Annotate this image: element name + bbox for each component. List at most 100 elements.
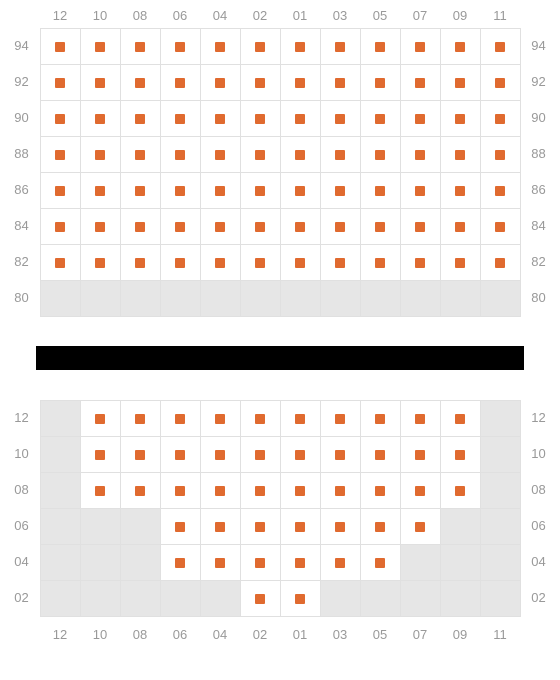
seat-cell[interactable] [200, 136, 240, 172]
seat-cell[interactable] [160, 208, 200, 244]
seat-cell[interactable] [160, 100, 200, 136]
seat-cell[interactable] [320, 472, 360, 508]
seat-cell[interactable] [440, 28, 480, 64]
seat-cell[interactable] [200, 244, 240, 280]
seat-cell[interactable] [360, 64, 400, 100]
seat-cell[interactable] [80, 208, 120, 244]
seat-cell[interactable] [200, 544, 240, 580]
seat-cell[interactable] [320, 100, 360, 136]
seat-cell[interactable] [360, 172, 400, 208]
seat-cell[interactable] [40, 208, 80, 244]
seat-cell[interactable] [240, 208, 280, 244]
seat-cell[interactable] [360, 400, 400, 436]
seat-cell[interactable] [400, 508, 440, 544]
seat-cell[interactable] [120, 136, 160, 172]
seat-cell[interactable] [40, 28, 80, 64]
seat-cell[interactable] [360, 544, 400, 580]
seat-cell[interactable] [360, 28, 400, 64]
seat-cell[interactable] [80, 244, 120, 280]
seat-cell[interactable] [400, 136, 440, 172]
seat-cell[interactable] [240, 136, 280, 172]
seat-cell[interactable] [240, 544, 280, 580]
seat-cell[interactable] [240, 28, 280, 64]
seat-cell[interactable] [320, 508, 360, 544]
seat-cell[interactable] [280, 508, 320, 544]
seat-cell[interactable] [320, 136, 360, 172]
seat-cell[interactable] [280, 100, 320, 136]
seat-cell[interactable] [400, 436, 440, 472]
seat-cell[interactable] [160, 28, 200, 64]
seat-cell[interactable] [360, 100, 400, 136]
seat-cell[interactable] [40, 244, 80, 280]
seat-cell[interactable] [440, 400, 480, 436]
seat-cell[interactable] [480, 100, 520, 136]
seat-cell[interactable] [80, 472, 120, 508]
seat-cell[interactable] [320, 208, 360, 244]
seat-cell[interactable] [200, 472, 240, 508]
seat-cell[interactable] [240, 244, 280, 280]
seat-cell[interactable] [160, 472, 200, 508]
seat-cell[interactable] [320, 28, 360, 64]
seat-cell[interactable] [280, 580, 320, 616]
seat-cell[interactable] [240, 64, 280, 100]
seat-cell[interactable] [320, 544, 360, 580]
seat-cell[interactable] [120, 64, 160, 100]
seat-cell[interactable] [280, 472, 320, 508]
seat-cell[interactable] [440, 436, 480, 472]
seat-cell[interactable] [280, 28, 320, 64]
seat-cell[interactable] [200, 172, 240, 208]
seat-cell[interactable] [400, 244, 440, 280]
seat-cell[interactable] [160, 544, 200, 580]
seat-cell[interactable] [80, 64, 120, 100]
seat-cell[interactable] [320, 436, 360, 472]
seat-cell[interactable] [80, 28, 120, 64]
seat-cell[interactable] [40, 136, 80, 172]
seat-cell[interactable] [280, 64, 320, 100]
seat-cell[interactable] [320, 400, 360, 436]
seat-cell[interactable] [240, 508, 280, 544]
seat-cell[interactable] [400, 400, 440, 436]
seat-cell[interactable] [360, 472, 400, 508]
seat-cell[interactable] [280, 544, 320, 580]
seat-cell[interactable] [200, 28, 240, 64]
seat-cell[interactable] [280, 208, 320, 244]
seat-cell[interactable] [240, 436, 280, 472]
seat-cell[interactable] [200, 400, 240, 436]
seat-cell[interactable] [440, 244, 480, 280]
seat-cell[interactable] [120, 400, 160, 436]
seat-cell[interactable] [240, 400, 280, 436]
seat-cell[interactable] [360, 136, 400, 172]
seat-cell[interactable] [80, 136, 120, 172]
seat-cell[interactable] [160, 508, 200, 544]
seat-cell[interactable] [240, 472, 280, 508]
seat-cell[interactable] [160, 244, 200, 280]
seat-cell[interactable] [120, 436, 160, 472]
seat-cell[interactable] [440, 472, 480, 508]
seat-cell[interactable] [480, 208, 520, 244]
seat-cell[interactable] [360, 508, 400, 544]
seat-cell[interactable] [400, 28, 440, 64]
seat-cell[interactable] [480, 172, 520, 208]
seat-cell[interactable] [280, 400, 320, 436]
seat-cell[interactable] [440, 172, 480, 208]
seat-cell[interactable] [120, 472, 160, 508]
seat-cell[interactable] [400, 100, 440, 136]
seat-cell[interactable] [160, 172, 200, 208]
seat-cell[interactable] [480, 244, 520, 280]
seat-cell[interactable] [440, 136, 480, 172]
seat-cell[interactable] [160, 64, 200, 100]
seat-cell[interactable] [480, 64, 520, 100]
seat-cell[interactable] [400, 208, 440, 244]
seat-cell[interactable] [320, 244, 360, 280]
seat-cell[interactable] [360, 244, 400, 280]
seat-cell[interactable] [120, 172, 160, 208]
seat-cell[interactable] [80, 400, 120, 436]
seat-cell[interactable] [280, 436, 320, 472]
seat-cell[interactable] [480, 136, 520, 172]
seat-cell[interactable] [440, 100, 480, 136]
seat-cell[interactable] [80, 172, 120, 208]
seat-cell[interactable] [400, 64, 440, 100]
seat-cell[interactable] [160, 436, 200, 472]
seat-cell[interactable] [360, 436, 400, 472]
seat-cell[interactable] [200, 208, 240, 244]
